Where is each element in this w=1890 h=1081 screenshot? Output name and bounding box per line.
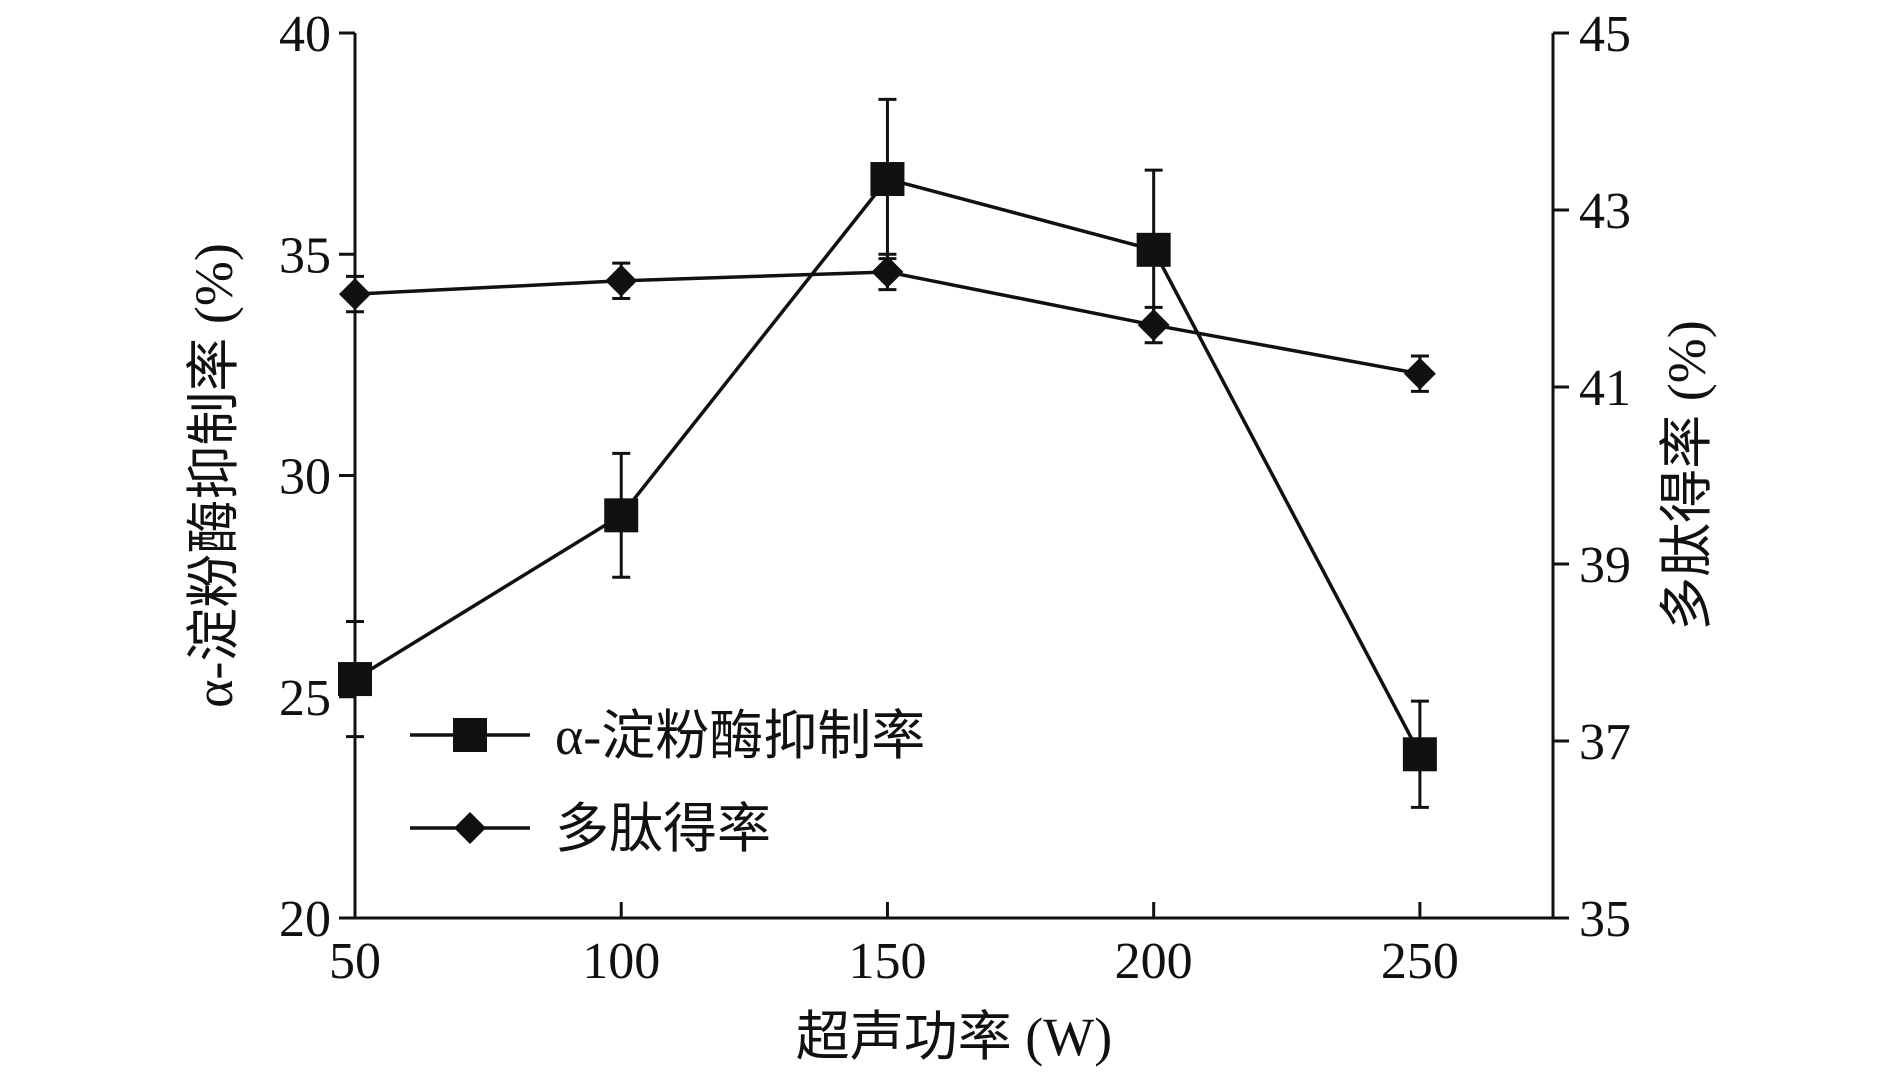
legend-item: 多肽得率 [410,799,771,859]
axes: 50 100 150 200 250 20 25 30 35 40 35 37 39 41 43 45 [279,6,1631,990]
x-tick-label: 150 [848,933,926,990]
square-marker [604,498,639,533]
diamond-marker [339,278,371,311]
y-left-tick-label: 20 [279,891,331,948]
diamond-marker [1403,357,1436,390]
diamond-marker [454,812,486,844]
legend-label: α-淀粉酶抑制率 [555,706,925,766]
y-axis-left-title: α-淀粉酶抑制率 (%) [184,243,244,708]
y-right-tick-label: 45 [1579,6,1631,63]
series-peptide-yield [339,252,1436,393]
square-marker [1402,737,1437,772]
y-left-tick-label: 40 [279,6,331,63]
x-tick-label: 100 [582,933,660,990]
y-right-tick-label: 39 [1579,537,1631,594]
series-layer [338,97,1437,809]
x-tick-label: 50 [329,933,381,990]
square-marker [338,662,372,697]
y-right-tick-label: 43 [1579,183,1631,240]
square-marker [870,162,905,197]
y-right-tick-label: 35 [1579,891,1631,948]
square-marker [1136,232,1171,267]
diamond-marker [871,255,904,288]
legend-item: α-淀粉酶抑制率 [410,706,925,766]
y-axis-right-title: 多肽得率 (%) [1657,320,1717,630]
square-marker [453,718,487,752]
y-left-tick-label: 35 [279,227,331,284]
x-tick-label: 250 [1381,933,1459,990]
x-axis-title: 超声功率 (W) [796,1007,1112,1067]
y-right-tick-label: 41 [1579,360,1631,417]
diamond-marker [605,264,638,297]
y-left-tick-label: 30 [279,449,331,506]
diamond-marker [1137,309,1170,342]
y-left-tick-label: 25 [279,670,331,727]
y-right-tick-label: 37 [1579,714,1631,771]
x-tick-label: 200 [1115,933,1193,990]
legend-label: 多肽得率 [555,799,771,859]
series-alpha-amylase-inhibition [338,97,1437,809]
